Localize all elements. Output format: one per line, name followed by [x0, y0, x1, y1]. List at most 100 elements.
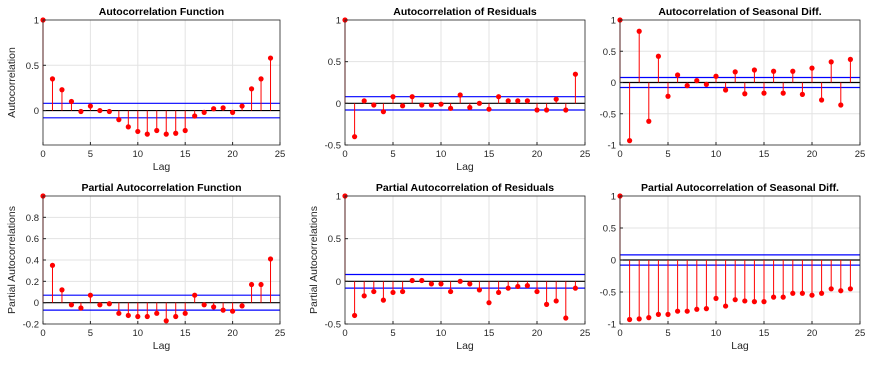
stem-marker [496, 289, 502, 296]
stem-marker [675, 72, 681, 78]
y-tick-label: 1 [336, 16, 341, 27]
stem-marker [505, 98, 511, 104]
y-tick-label: 0.8 [26, 213, 39, 224]
stem-marker [144, 131, 150, 137]
stem-marker [742, 298, 748, 304]
stem-marker [809, 65, 815, 71]
x-tick-label: 5 [88, 149, 93, 160]
stem-marker [106, 108, 112, 115]
x-tick-label: 10 [133, 328, 144, 339]
stem-marker [201, 109, 207, 115]
stem-marker [390, 289, 396, 296]
stem-marker [163, 318, 169, 324]
stem-marker [780, 294, 786, 300]
y-tick-label: 0.5 [603, 224, 616, 235]
chart-title: Autocorrelation Function [99, 6, 224, 18]
stem-marker [563, 315, 569, 321]
stem-marker [371, 102, 377, 108]
x-tick-label: 20 [532, 149, 543, 160]
y-tick-label: -1 [608, 141, 616, 152]
stem-marker [723, 87, 729, 93]
y-tick-label: 0.2 [26, 277, 39, 288]
stem-marker [828, 59, 834, 65]
stem-marker [154, 310, 160, 316]
stem-marker [87, 103, 93, 109]
stem-marker [655, 311, 662, 317]
stem-marker [572, 285, 579, 291]
stem-marker [732, 69, 738, 75]
stem-marker [267, 55, 274, 61]
stem-marker [486, 300, 492, 306]
stem-marker [97, 107, 103, 114]
y-tick-label: 0.5 [26, 61, 39, 72]
stem-marker [486, 106, 492, 112]
stem-marker [239, 303, 245, 309]
stem-marker [106, 301, 112, 307]
stem-marker [457, 278, 463, 284]
stem-marker [627, 316, 633, 323]
stem-marker [419, 102, 425, 108]
stem-marker [438, 281, 444, 287]
x-tick-label: 20 [807, 328, 818, 339]
y-tick-label: -0.5 [325, 141, 341, 152]
axes-background [345, 20, 585, 145]
stem-marker [496, 94, 502, 100]
stem-marker [675, 308, 681, 314]
y-tick-label: 1 [611, 16, 616, 27]
y-tick-label: 1 [336, 192, 341, 203]
stem-marker [144, 313, 150, 320]
stem-marker [78, 108, 84, 115]
stem-marker [467, 104, 473, 111]
stem-marker [390, 94, 396, 100]
stem-marker [524, 283, 531, 289]
stem-marker [267, 256, 274, 262]
stem-marker [515, 283, 521, 290]
stem-marker [220, 307, 226, 313]
stem-marker [59, 287, 65, 293]
chart-title: Partial Autocorrelation Function [81, 182, 241, 194]
stem-marker [751, 67, 758, 73]
stem-marker [248, 281, 255, 288]
stem-marker [809, 292, 815, 298]
plot-pacf-sd: 0 5 10 15 20 25 -1 -0.5 0 0.5 1 Partial Autocorrela… [600, 182, 866, 352]
x-tick-label: 25 [580, 149, 591, 160]
stem-marker [438, 101, 444, 107]
stem-marker [553, 298, 559, 304]
stem-marker [68, 98, 75, 105]
stem-marker [457, 92, 463, 98]
y-tick-label: 1 [611, 192, 616, 203]
x-tick-label: 25 [855, 149, 866, 160]
stem-marker [116, 310, 122, 316]
stem-marker [534, 288, 540, 295]
stem-marker [799, 290, 806, 296]
x-axis-label: Lag [153, 161, 171, 173]
stem-marker [524, 98, 531, 104]
stem-marker [173, 130, 179, 136]
stem-marker [192, 292, 198, 298]
x-tick-label: 10 [436, 328, 447, 339]
stem-marker [409, 277, 415, 284]
stem-marker [125, 312, 131, 319]
stem-marker [371, 288, 377, 295]
chart-title: Autocorrelation of Residuals [393, 6, 537, 18]
x-tick-label: 25 [580, 328, 591, 339]
stem-marker [636, 28, 642, 34]
stem-marker [201, 302, 207, 308]
stem-marker [563, 107, 569, 113]
stem-marker [258, 76, 264, 82]
stem-marker [771, 68, 777, 74]
stem-marker [751, 299, 758, 305]
stem-marker [665, 311, 671, 317]
y-tick-label: 0.4 [26, 256, 39, 267]
stem-marker [838, 288, 844, 294]
x-tick-label: 20 [807, 149, 818, 160]
stem-marker [544, 301, 550, 307]
x-tick-label: 15 [759, 149, 770, 160]
stem-marker [135, 313, 141, 320]
y-tick-label: -1 [608, 320, 616, 331]
stem-marker [847, 56, 854, 62]
stem-marker [646, 118, 652, 124]
stem-marker [78, 305, 84, 311]
y-tick-label: 1 [34, 16, 39, 27]
